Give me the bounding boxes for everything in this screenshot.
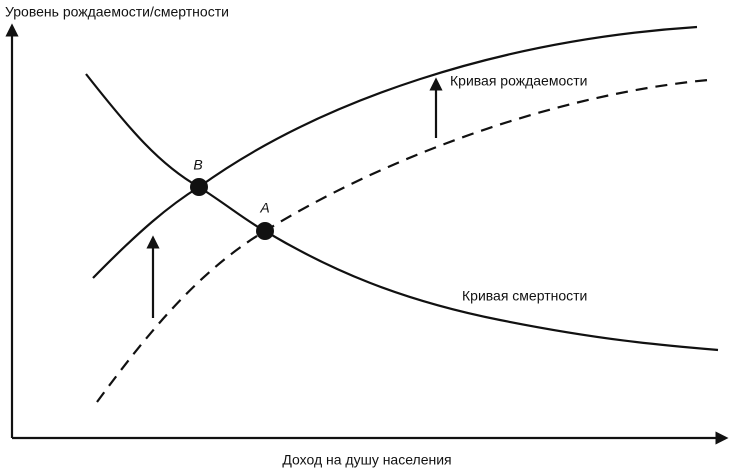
death-curve bbox=[85, 73, 719, 352]
y-axis-label: Уровень рождаемости/смертности bbox=[5, 4, 229, 20]
x-axis-label: Доход на душу населения bbox=[282, 452, 451, 468]
birth-curve-label: Кривая рождаемости bbox=[450, 73, 587, 89]
death-curve-label: Кривая смертности bbox=[462, 288, 587, 304]
birth-curve-old bbox=[96, 78, 709, 403]
point-a bbox=[256, 222, 274, 240]
point-a-label: A bbox=[259, 200, 269, 216]
point-b bbox=[190, 178, 208, 196]
birth-curve-new bbox=[92, 25, 698, 279]
point-b-label: B bbox=[193, 157, 202, 173]
